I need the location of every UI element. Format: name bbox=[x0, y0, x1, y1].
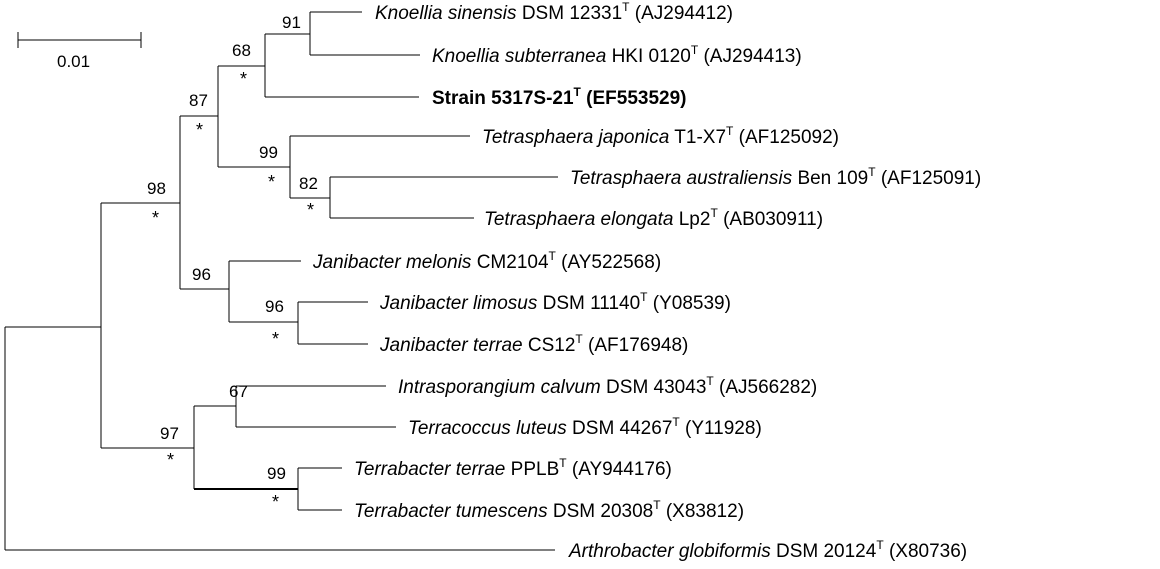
taxon-label: Knoellia subterranea HKI 0120T (AJ294413… bbox=[432, 38, 802, 67]
bootstrap-value: 91 bbox=[282, 13, 301, 32]
taxon-label: Terrabacter terrae PPLBT (AY944176) bbox=[354, 451, 672, 480]
bootstrap-value: 96 bbox=[265, 297, 284, 316]
asterisk-marker: * bbox=[272, 492, 279, 512]
taxon-strain: DSM 20308 bbox=[553, 501, 653, 522]
taxon-species: Janibacter terrae bbox=[379, 335, 523, 356]
taxon-label: Tetrasphaera elongata Lp2T (AB030911) bbox=[484, 201, 823, 230]
type-strain-mark: T bbox=[653, 498, 661, 512]
taxon-accession: (AY944176) bbox=[572, 459, 672, 480]
asterisk-markers: * * * * * * * * bbox=[152, 69, 314, 512]
bootstrap-value: 82 bbox=[299, 174, 318, 193]
taxon-strain: DSM 11140 bbox=[543, 293, 641, 314]
taxon-strain: HKI 0120 bbox=[612, 46, 691, 67]
taxon-label: Terracoccus luteus DSM 44267T (Y11928) bbox=[408, 410, 762, 439]
taxon-strain: CS12 bbox=[528, 335, 576, 356]
taxon-strain: Ben 109 bbox=[797, 168, 868, 189]
taxon-accession: (X80736) bbox=[889, 541, 967, 562]
asterisk-marker: * bbox=[167, 450, 174, 470]
taxon-accession: (AF125091) bbox=[881, 168, 981, 189]
bootstrap-value: 98 bbox=[147, 179, 166, 198]
type-strain-mark: T bbox=[575, 332, 583, 346]
taxon-species: Intrasporangium calvum bbox=[398, 377, 601, 398]
taxon-species: Janibacter limosus bbox=[379, 293, 538, 314]
taxon-strain: T1-X7 bbox=[674, 127, 726, 148]
type-strain-mark: T bbox=[640, 290, 648, 304]
taxon-accession: (AB030911) bbox=[723, 209, 823, 230]
type-strain-mark: T bbox=[706, 374, 714, 388]
taxon-label: Janibacter limosus DSM 11140T (Y08539) bbox=[379, 285, 731, 314]
asterisk-marker: * bbox=[272, 329, 279, 349]
taxon-species: Janibacter melonis bbox=[312, 252, 472, 273]
taxon-species: Terracoccus luteus bbox=[408, 418, 567, 439]
taxon-strain: DSM 20124 bbox=[776, 541, 877, 562]
scale-bar: 0.01 bbox=[17, 32, 142, 71]
taxon-accession: (Y08539) bbox=[653, 293, 731, 314]
type-strain-mark: T bbox=[726, 124, 734, 138]
taxon-strain: DSM 44267 bbox=[572, 418, 672, 439]
taxon-label: Janibacter terrae CS12T (AF176948) bbox=[379, 327, 688, 356]
taxon-species: Arthrobacter globiformis bbox=[568, 541, 771, 562]
tree-branches bbox=[4, 11, 558, 551]
bootstrap-value: 87 bbox=[189, 91, 208, 110]
taxon-accession: (EF553529) bbox=[586, 88, 686, 109]
taxon-species: Tetrasphaera elongata bbox=[484, 209, 673, 230]
taxon-species: Knoellia sinensis bbox=[375, 3, 517, 24]
taxon-accession: (AJ566282) bbox=[719, 377, 817, 398]
type-strain-mark: T bbox=[868, 165, 876, 179]
bootstrap-value: 99 bbox=[259, 143, 278, 162]
type-strain-mark: T bbox=[710, 206, 718, 220]
taxon-label: Tetrasphaera australiensis Ben 109T (AF1… bbox=[570, 160, 981, 189]
taxon-accession: (AF125092) bbox=[739, 127, 839, 148]
taxon-label: Arthrobacter globiformis DSM 20124T (X80… bbox=[568, 533, 967, 562]
asterisk-marker: * bbox=[240, 69, 247, 89]
taxon-species: Tetrasphaera australiensis bbox=[570, 168, 793, 189]
taxon-label: Intrasporangium calvum DSM 43043T (AJ566… bbox=[398, 369, 817, 398]
asterisk-marker: * bbox=[196, 120, 203, 140]
taxon-species: Knoellia subterranea bbox=[432, 46, 606, 67]
taxon-accession: (AJ294413) bbox=[703, 46, 801, 67]
taxon-strain: Lp2 bbox=[679, 209, 711, 230]
taxon-accession: (Y11928) bbox=[685, 418, 762, 439]
taxon-labels: Knoellia sinensis DSM 12331T (AJ294412) … bbox=[312, 0, 981, 562]
bootstrap-values: 91 68 87 99 82 98 96 96 67 97 99 bbox=[147, 13, 318, 483]
asterisk-marker: * bbox=[268, 172, 275, 192]
asterisk-marker: * bbox=[152, 208, 159, 228]
taxon-species: Tetrasphaera japonica bbox=[482, 127, 669, 148]
taxon-species: Terrabacter terrae bbox=[354, 459, 505, 480]
type-strain-mark: T bbox=[876, 538, 884, 552]
type-strain-mark: T bbox=[622, 0, 630, 14]
type-strain-mark: T bbox=[672, 415, 680, 429]
taxon-label: Tetrasphaera japonica T1-X7T (AF125092) bbox=[482, 119, 839, 148]
taxon-strain: DSM 12331 bbox=[522, 3, 622, 24]
taxon-accession: (AJ294412) bbox=[635, 3, 733, 24]
taxon-strain: PPLB bbox=[511, 459, 560, 480]
bootstrap-value: 68 bbox=[232, 41, 251, 60]
taxon-accession: (AY522568) bbox=[561, 252, 661, 273]
taxon-label: Knoellia sinensis DSM 12331T (AJ294412) bbox=[375, 0, 733, 24]
taxon-label: Janibacter melonis CM2104T (AY522568) bbox=[312, 244, 661, 273]
type-strain-mark: T bbox=[574, 85, 582, 99]
bootstrap-value: 96 bbox=[192, 265, 211, 284]
type-strain-mark: T bbox=[559, 456, 567, 470]
scale-bar-label: 0.01 bbox=[57, 52, 90, 71]
bootstrap-value: 67 bbox=[229, 382, 248, 401]
taxon-label: Terrabacter tumescens DSM 20308T (X83812… bbox=[354, 493, 744, 522]
taxon-accession: (X83812) bbox=[666, 501, 744, 522]
taxon-label-highlight: Strain 5317S-21T (EF553529) bbox=[432, 80, 687, 109]
asterisk-marker: * bbox=[307, 200, 314, 220]
bootstrap-value: 99 bbox=[267, 464, 286, 483]
type-strain-mark: T bbox=[691, 43, 699, 57]
taxon-species: Terrabacter tumescens bbox=[354, 501, 548, 522]
taxon-accession: (AF176948) bbox=[588, 335, 688, 356]
type-strain-mark: T bbox=[549, 249, 557, 263]
taxon-strain: Strain 5317S-21 bbox=[432, 88, 574, 109]
bootstrap-value: 97 bbox=[160, 424, 179, 443]
taxon-strain: CM2104 bbox=[477, 252, 549, 273]
taxon-strain: DSM 43043 bbox=[606, 377, 706, 398]
